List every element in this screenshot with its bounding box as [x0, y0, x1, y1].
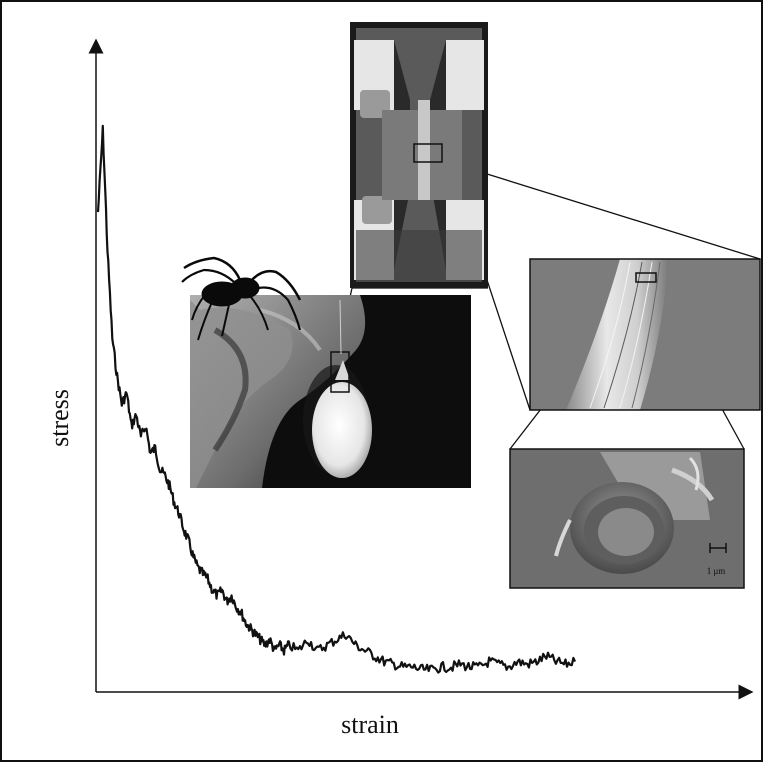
stress-strain-curve	[96, 124, 577, 674]
fiber-sem-image	[529, 258, 761, 411]
connector-tester-to-fiber-top	[441, 159, 761, 260]
fiber-zoom-box	[635, 272, 657, 283]
y-axis-label: stress	[45, 389, 74, 447]
spider-silhouette	[181, 256, 302, 341]
scale-bar-label: 1 μm	[707, 566, 726, 576]
scale-bar	[709, 543, 727, 553]
tensile-tester-photo	[350, 22, 488, 288]
spider-egg-sac-photo	[190, 295, 471, 488]
tester-zoom-box	[413, 143, 443, 163]
cross-section-sem-image: 1 μm	[509, 448, 745, 589]
sac-zoom-box	[330, 351, 350, 393]
x-axis-label: strain	[341, 710, 399, 739]
